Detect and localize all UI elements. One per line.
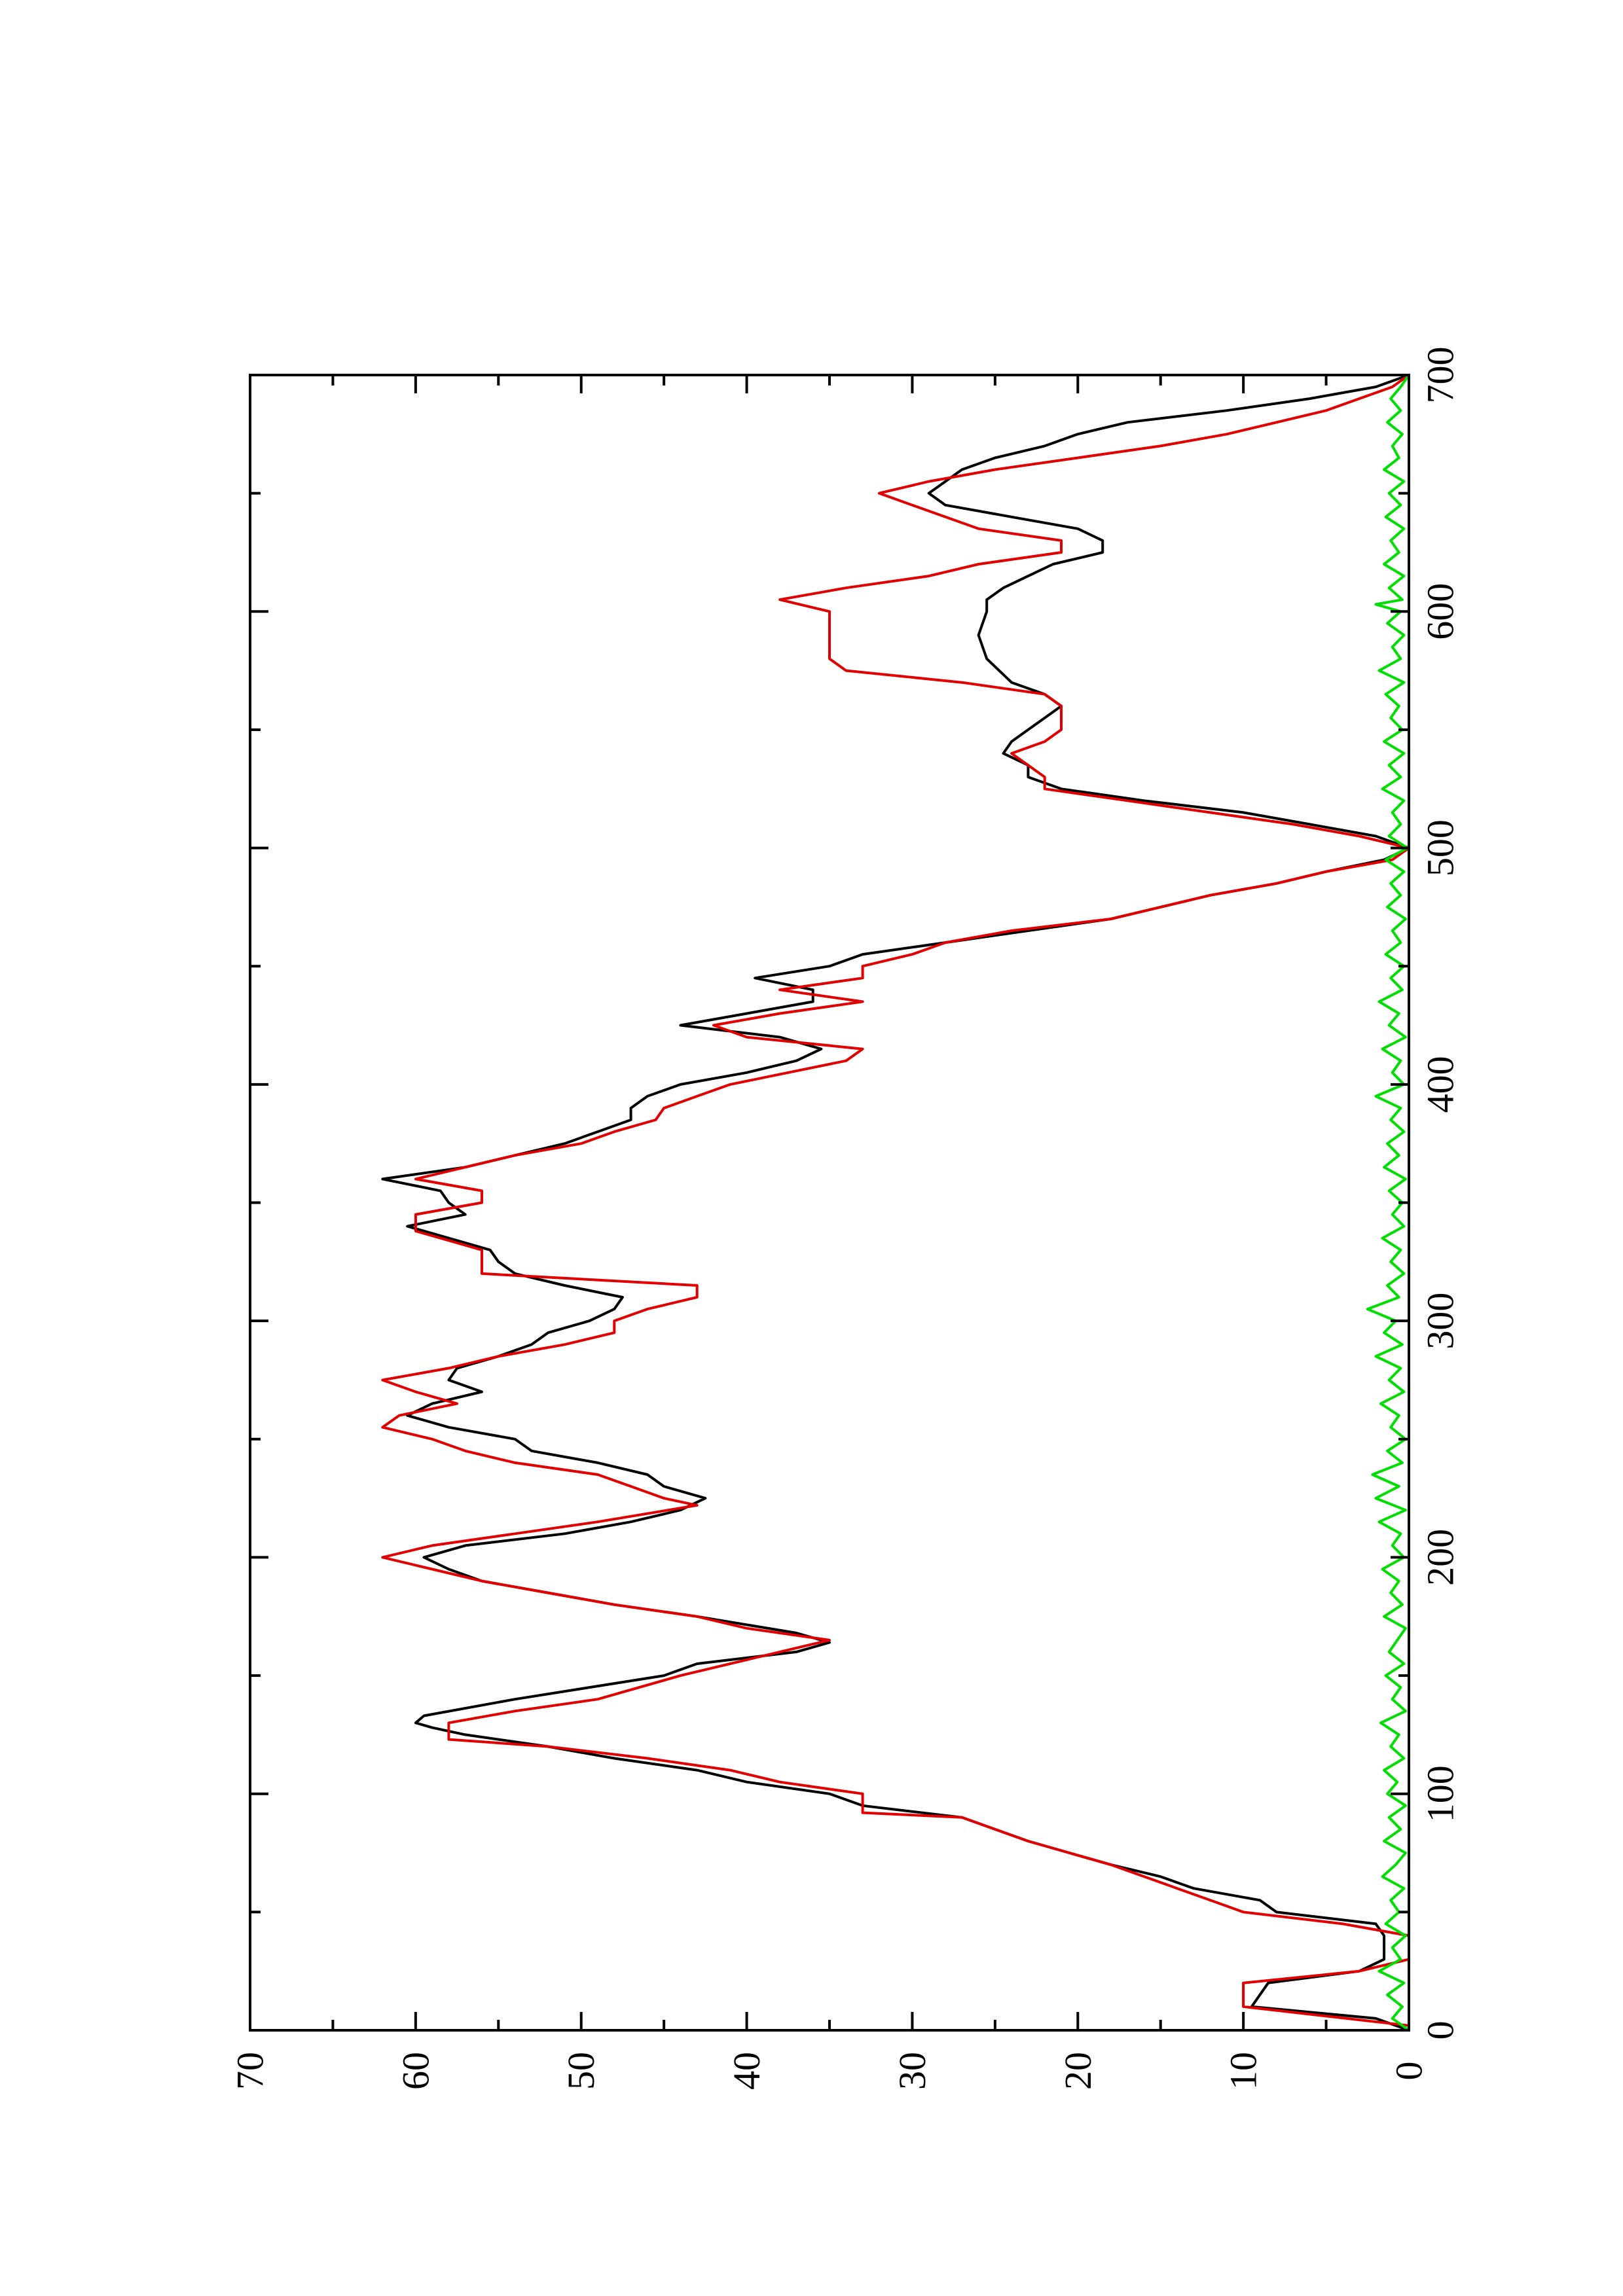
- y-tick-label-40: 40: [725, 2052, 768, 2090]
- x-tick-label-700: 700: [1419, 347, 1462, 404]
- series-layer: [381, 374, 1410, 2032]
- y-tick-label-50: 50: [560, 2052, 602, 2090]
- y-tick-label-30: 30: [891, 2052, 934, 2090]
- tick-layer: 0 100 200 300 400 500 600 700 0 10 20 30 40 50 60 70: [229, 347, 1462, 2090]
- x-tick-label-0: 0: [1419, 2021, 1462, 2040]
- y-tick-label-60: 60: [394, 2052, 437, 2090]
- x-tick-label-500: 500: [1419, 819, 1462, 876]
- series-line-1: [381, 374, 1410, 2032]
- y-tick-label-20: 20: [1057, 2052, 1099, 2090]
- y-tick-label-0: 0: [1388, 2062, 1431, 2081]
- series-line-2: [381, 374, 1410, 2027]
- x-tick-label-600: 600: [1419, 583, 1462, 640]
- x-tick-label-400: 400: [1419, 1056, 1462, 1113]
- y-tick-label-70: 70: [229, 2052, 272, 2090]
- x-tick-label-300: 300: [1419, 1293, 1462, 1350]
- y-tick-label-10: 10: [1222, 2052, 1265, 2090]
- x-tick-label-200: 200: [1419, 1529, 1462, 1586]
- series-line-3: [1366, 374, 1410, 2032]
- x-tick-label-100: 100: [1419, 1765, 1462, 1822]
